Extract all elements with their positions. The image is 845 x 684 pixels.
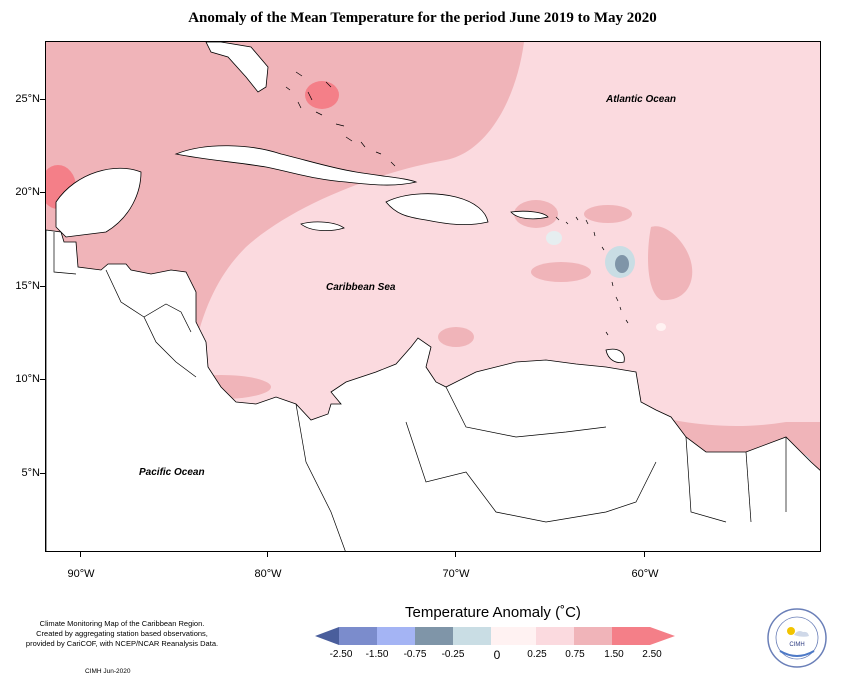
legend-swatch-8: [612, 627, 650, 645]
lat-label-15n: 15°N: [15, 280, 40, 292]
legend-label-3: -0.25: [441, 649, 465, 660]
small-islands: [285, 71, 629, 336]
legend-title: Temperature Anomaly (˚C): [405, 604, 581, 621]
legend-colorbar: [315, 627, 675, 645]
lon-label-60w: 60°W: [631, 568, 659, 580]
legend-label-5: 0.25: [527, 649, 547, 660]
legend-label-4: 0: [493, 648, 501, 662]
sun-icon: [787, 627, 795, 635]
logo-text: CIMH: [789, 642, 804, 648]
lon-label-70w: 70°W: [442, 568, 470, 580]
label-pacific-ocean: Pacific Ocean: [139, 467, 205, 478]
legend-swatch-1: [339, 627, 377, 645]
legend-swatch-4: [453, 627, 491, 645]
anomaly-zone-0.75-1.50: [46, 42, 524, 342]
footer-note: Climate Monitoring Map of the Caribbean …: [25, 619, 219, 648]
legend-swatch-3: [415, 627, 453, 645]
anomaly-map: [46, 42, 820, 551]
lat-label-20n: 20°N: [15, 186, 40, 198]
wave-icon: [779, 650, 815, 657]
legend-swatch-0: [315, 627, 339, 645]
legend-swatch-5: [491, 627, 536, 645]
credit: CIMH Jun-2020: [85, 668, 131, 675]
label-atlantic-ocean: Atlantic Ocean: [606, 94, 677, 105]
legend-label-2: -0.75: [403, 649, 427, 660]
legend-label-7: 1.50: [604, 649, 624, 660]
cimh-logo: CIMH: [767, 608, 827, 668]
legend-label-8: 2.50: [642, 649, 662, 660]
borders: [53, 232, 787, 551]
map-area: Atlantic Ocean Caribbean Sea Pacific Oce…: [45, 41, 821, 552]
legend-swatch-6: [536, 627, 574, 645]
anomaly-hotspot-bahamas: [305, 81, 339, 109]
land-masses: [46, 42, 820, 551]
cloud-icon: [794, 631, 809, 637]
lat-label-10n: 10°N: [15, 373, 40, 385]
lon-label-90w: 90°W: [67, 568, 95, 580]
legend-swatch-2: [377, 627, 415, 645]
map-title: Anomaly of the Mean Temperature for the …: [188, 10, 657, 26]
legend-label-1: -1.50: [365, 649, 389, 660]
lon-label-80w: 80°W: [254, 568, 282, 580]
legend-label-0: -2.50: [329, 649, 353, 660]
lat-label-5n: 5°N: [21, 467, 40, 479]
legend-label-6: 0.75: [565, 649, 585, 660]
lat-label-25n: 25°N: [15, 93, 40, 105]
legend-swatch-7: [574, 627, 612, 645]
label-caribbean-sea: Caribbean Sea: [326, 282, 396, 293]
legend-swatch-9: [650, 627, 675, 645]
